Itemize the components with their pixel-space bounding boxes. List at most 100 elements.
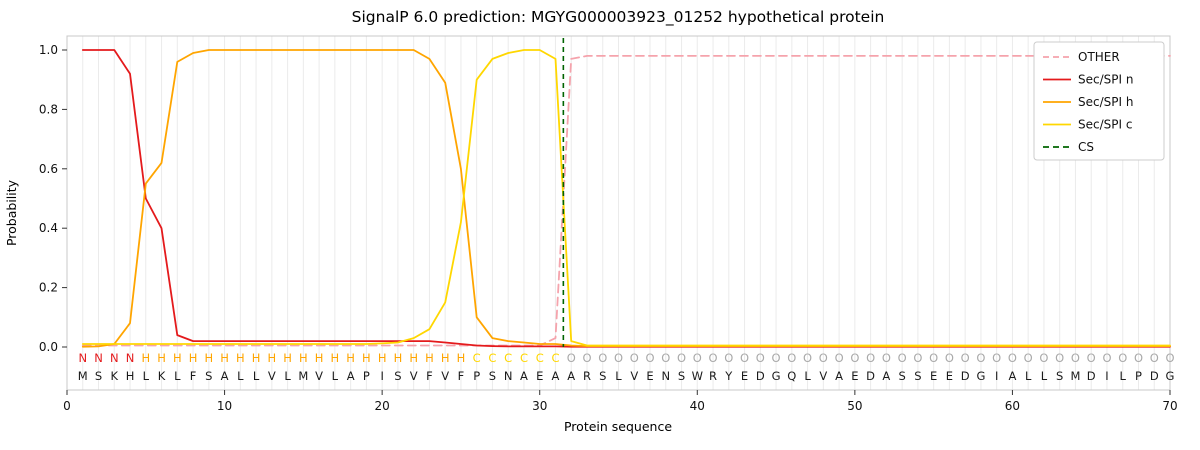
region-label: O (819, 351, 828, 365)
region-label: O (1118, 351, 1127, 365)
x-tick-label: 60 (1005, 399, 1020, 413)
residue-letter: F (458, 369, 465, 383)
residue-letter: K (110, 369, 118, 383)
residue-letter: I (995, 369, 998, 383)
region-label: O (598, 351, 607, 365)
region-label: O (645, 351, 654, 365)
region-label: H (173, 351, 182, 365)
region-label: N (94, 351, 103, 365)
residue-letter: R (709, 369, 717, 383)
series-line-sec-spi-h (81, 49, 1171, 348)
residue-letter: A (835, 369, 843, 383)
residue-letter: I (1105, 369, 1108, 383)
residue-letter: E (536, 369, 543, 383)
residue-letter: S (95, 369, 102, 383)
region-label: H (331, 351, 340, 365)
residue-letter: I (380, 369, 383, 383)
y-tick-label: 1.0 (39, 43, 58, 57)
residue-letter: V (630, 369, 638, 383)
residue-letter: H (126, 369, 135, 383)
residue-letter: E (851, 369, 858, 383)
region-label: O (787, 351, 796, 365)
residue-letter: R (583, 369, 591, 383)
region-label: O (1165, 351, 1174, 365)
region-label: O (740, 351, 749, 365)
region-label: O (772, 351, 781, 365)
region-label: H (157, 351, 166, 365)
residue-letter: W (692, 369, 703, 383)
probability-series (81, 49, 1171, 348)
region-label: O (724, 351, 733, 365)
residue-letter: S (394, 369, 401, 383)
residue-letter: F (426, 369, 433, 383)
gridlines (82, 36, 1171, 390)
residue-letter: M (1070, 369, 1080, 383)
region-label: O (992, 351, 1001, 365)
residue-letter: S (898, 369, 905, 383)
residue-letter: D (866, 369, 875, 383)
region-label: N (78, 351, 87, 365)
region-label: C (473, 351, 481, 365)
region-label: H (189, 351, 198, 365)
plot-border (66, 35, 1171, 391)
residue-letter: E (930, 369, 937, 383)
residue-letter: P (473, 369, 480, 383)
residue-letter: S (599, 369, 606, 383)
region-label: H (299, 351, 308, 365)
region-label: N (126, 351, 135, 365)
region-label: O (1055, 351, 1064, 365)
region-label: O (898, 351, 907, 365)
region-label: H (362, 351, 371, 365)
residue-letter: V (268, 369, 276, 383)
region-label: O (567, 351, 576, 365)
residue-letter: A (520, 369, 528, 383)
residue-letter: S (489, 369, 496, 383)
region-label: O (661, 351, 670, 365)
residue-letter: A (882, 369, 890, 383)
region-label: O (614, 351, 623, 365)
region-label: H (141, 351, 150, 365)
residue-letter: S (1056, 369, 1063, 383)
region-label: O (582, 351, 591, 365)
region-label: H (252, 351, 261, 365)
region-label: C (520, 351, 528, 365)
residue-letter: N (504, 369, 513, 383)
x-axis-ticks: 0 10 20 30 40 50 60 70 (63, 390, 1178, 413)
region-label: H (283, 351, 292, 365)
residue-letter: A (347, 369, 355, 383)
region-label: O (976, 351, 985, 365)
residue-letter: D (1087, 369, 1096, 383)
residue-letter: L (1120, 369, 1127, 383)
series-line-sec-spi-n (81, 49, 1171, 348)
legend-label-sec-spi-c: Sec/SPI c (1078, 118, 1132, 132)
x-tick-label: 0 (63, 399, 71, 413)
x-axis-label: Protein sequence (564, 419, 672, 434)
legend-label-other: OTHER (1078, 50, 1120, 64)
residue-letter: V (819, 369, 827, 383)
region-label: O (677, 351, 686, 365)
legend-label-cs: CS (1078, 140, 1094, 154)
region-label: O (866, 351, 875, 365)
region-label: O (803, 351, 812, 365)
region-label: O (709, 351, 718, 365)
residue-letter: L (174, 369, 181, 383)
residue-letter: P (1135, 369, 1142, 383)
residue-letter: L (284, 369, 291, 383)
residue-letter: M (298, 369, 308, 383)
x-tick-label: 20 (375, 399, 390, 413)
x-tick-label: 70 (1162, 399, 1177, 413)
residue-letter: M (78, 369, 88, 383)
region-label: O (693, 351, 702, 365)
region-label: C (488, 351, 496, 365)
y-tick-label: 0.8 (39, 102, 58, 116)
residue-letter: S (205, 369, 212, 383)
residue-letter: N (661, 369, 670, 383)
legend: OTHER Sec/SPI n Sec/SPI h Sec/SPI c CS (1033, 41, 1165, 161)
region-label: H (268, 351, 277, 365)
region-label: O (1150, 351, 1159, 365)
residue-letter: G (1166, 369, 1175, 383)
region-label: O (945, 351, 954, 365)
residue-letter: L (804, 369, 811, 383)
y-tick-label: 0.6 (39, 162, 58, 176)
